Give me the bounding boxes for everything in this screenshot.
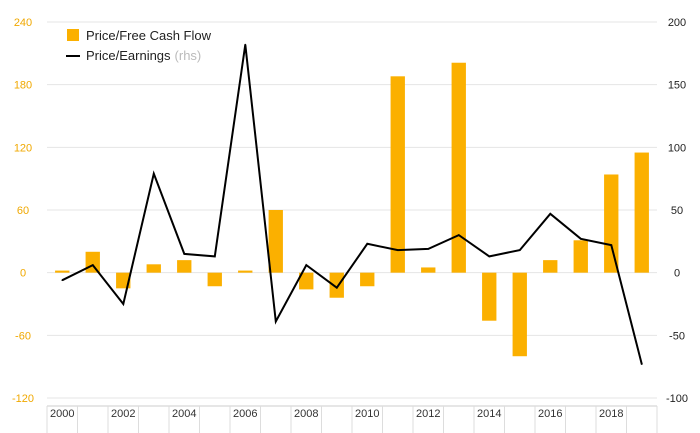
bar [146, 264, 161, 273]
x-tick-label: 2010 [355, 408, 379, 420]
bar-series-price-free-cash-flow [55, 62, 649, 357]
legend: Price/Free Cash Flow Price/Earnings (rhs) [66, 28, 212, 63]
line-point [91, 264, 94, 266]
line-point [213, 255, 216, 258]
bar [512, 272, 527, 357]
line-point [152, 172, 155, 175]
y-left-tick-label: 60 [17, 205, 29, 217]
line-point [244, 43, 247, 46]
x-tick-label: 2018 [599, 408, 623, 420]
bar [299, 272, 314, 290]
line-point [610, 244, 613, 246]
line-path [61, 44, 643, 365]
bar [543, 260, 558, 273]
y-axis-left: -120 -60 0 60 120 180 240 [12, 17, 34, 405]
line-point [335, 286, 338, 289]
line-point [366, 243, 369, 245]
line-point [61, 279, 64, 281]
y-right-tick-label: -100 [666, 393, 688, 405]
x-tick-label: 2002 [111, 408, 135, 420]
bar [177, 260, 192, 273]
x-tick-label: 2014 [477, 408, 501, 420]
bar [85, 251, 100, 273]
bar [482, 272, 497, 321]
y-left-tick-label: 0 [20, 268, 26, 280]
bar [55, 270, 70, 273]
y-right-tick-label: -50 [669, 330, 685, 342]
x-tick-label: 2016 [538, 408, 562, 420]
bar [329, 272, 344, 298]
bar [451, 62, 466, 273]
x-tick-label: 2008 [294, 408, 318, 420]
legend-label-price-free-cash-flow: Price/Free Cash Flow [86, 28, 212, 43]
line-point [640, 363, 643, 365]
bar [238, 270, 253, 273]
y-right-tick-label: 150 [668, 80, 686, 92]
line-point [427, 248, 430, 250]
line-point [396, 249, 399, 251]
bar [360, 272, 375, 287]
bar [573, 240, 588, 273]
bar [268, 210, 283, 273]
legend-label-price-earnings: Price/Earnings (rhs) [86, 48, 201, 63]
line-point [549, 212, 552, 215]
y-right-tick-label: 200 [668, 17, 686, 29]
line-series-price-earnings [61, 43, 643, 365]
gridlines [47, 21, 657, 399]
line-point [488, 255, 491, 258]
line-point [457, 234, 460, 236]
y-right-tick-label: 100 [668, 142, 686, 154]
line-point [183, 253, 186, 255]
bar [604, 174, 619, 273]
legend-swatch-price-free-cash-flow [67, 29, 79, 41]
y-left-tick-label: 120 [14, 142, 32, 154]
y-left-tick-label: 240 [14, 17, 32, 29]
bar [390, 76, 405, 273]
bar [421, 267, 436, 273]
x-tick-label: 2004 [172, 408, 196, 420]
x-tick-label: 2006 [233, 408, 257, 420]
line-point [274, 320, 277, 323]
x-tick-label: 2000 [50, 408, 74, 420]
y-left-tick-label: -60 [15, 330, 31, 342]
y-axis-right: -100 -50 0 50 100 150 200 [666, 17, 688, 405]
line-point [305, 264, 308, 266]
y-left-tick-label: -120 [12, 393, 34, 405]
line-point [579, 238, 582, 240]
bar [634, 152, 649, 273]
x-axis: 2000 2002 2004 2006 2008 2010 2012 2014 2016 2018 [46, 405, 658, 433]
y-right-tick-label: 50 [671, 205, 683, 217]
line-point [518, 249, 521, 251]
y-left-tick-label: 180 [14, 80, 32, 92]
line-point [122, 303, 125, 305]
bar [207, 272, 222, 287]
x-tick-label: 2012 [416, 408, 440, 420]
y-right-tick-label: 0 [674, 268, 680, 280]
bar [116, 272, 131, 289]
